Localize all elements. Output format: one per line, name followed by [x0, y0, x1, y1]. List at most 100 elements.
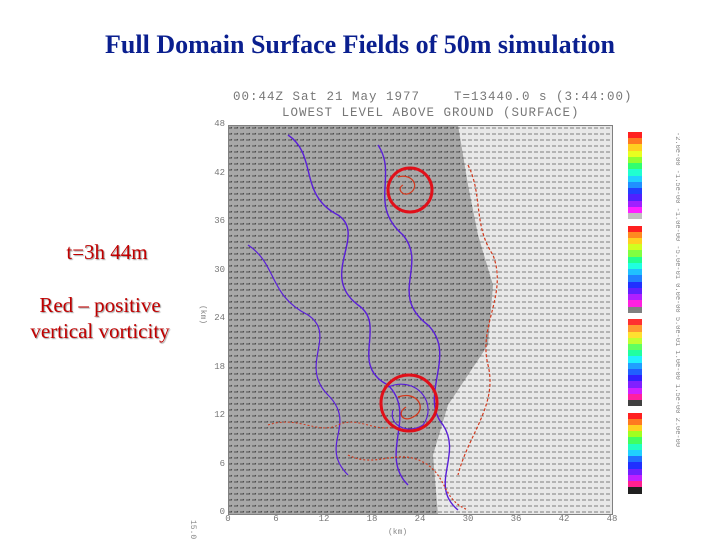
colorbar-swatch: [628, 244, 642, 251]
colorbar-swatch: [628, 474, 642, 482]
colorbar-swatch: [628, 431, 642, 438]
colorbar-swatch: [628, 449, 642, 457]
colorbar-swatch: [628, 287, 642, 295]
upper-highlight-circle: [386, 166, 434, 214]
x-tick-label: 36: [510, 514, 522, 524]
y-tick-label: 30: [214, 264, 225, 275]
colorbar-swatch: [628, 237, 642, 245]
colorbar-swatch: [628, 294, 642, 301]
outflow-region: [433, 125, 613, 515]
colorbar-swatch: [628, 468, 642, 475]
colorbar-swatch: [628, 418, 642, 426]
colorbar-swatch: [628, 319, 642, 326]
corner-label: 15.0: [188, 520, 197, 540]
colorbar-swatch: [628, 462, 642, 469]
y-tick-label: 42: [214, 167, 225, 178]
colorbar-swatch: [628, 225, 642, 232]
time-note: t=3h 44m: [66, 240, 148, 264]
colorbar-swatch: [628, 163, 642, 170]
colorbar-swatch: [628, 219, 642, 226]
colorbar-swatch: [628, 300, 642, 307]
colorbar-swatch: [628, 269, 642, 276]
colorbar-swatch: [628, 262, 642, 270]
x-axis-label: (km): [388, 528, 408, 537]
plot-header-line2: LOWEST LEVEL ABOVE GROUND (SURFACE): [282, 106, 580, 120]
vorticity-note-line2: vertical vorticity: [30, 319, 170, 343]
colorbar-swatch: [628, 231, 642, 238]
colorbar-swatch: [628, 350, 642, 357]
surface-field-svg: [228, 125, 613, 515]
colorbar-swatch: [628, 306, 642, 313]
colorbar-swatch: [628, 481, 642, 488]
colorbar-swatch: [628, 381, 642, 388]
colorbar-swatch: [628, 275, 642, 282]
contour-line-3: [247, 244, 349, 476]
colorbar-swatch: [628, 213, 642, 220]
lower-highlight-circle: [379, 373, 439, 433]
colorbar-swatch: [628, 312, 642, 320]
colorbar-swatch: [628, 132, 642, 139]
colorbar-swatch: [628, 456, 642, 463]
surface-field-plot: [228, 125, 613, 515]
colorbar-swatch: [628, 281, 642, 288]
colorbar-swatch: [628, 375, 642, 382]
colorbar-swatch: [628, 156, 642, 164]
x-tick-label: 12: [318, 514, 330, 524]
x-tick-label: 48: [606, 514, 618, 524]
colorbar-swatch: [628, 368, 642, 376]
x-tick-label: 18: [366, 514, 378, 524]
colorbar-swatch: [628, 406, 642, 413]
colorbar-swatch: [628, 188, 642, 195]
colorbar-labels: -2.0e-00 -1.5e-00 -1.0e-00 -5.0e-01 0.0e…: [673, 132, 680, 448]
y-tick-label: 36: [214, 216, 225, 226]
colorbar-swatch: [628, 150, 642, 157]
colorbar-swatch: [628, 200, 642, 207]
contour-line-2: [377, 144, 459, 511]
colorbar-swatch: [628, 206, 642, 214]
x-tick-label: 24: [414, 514, 426, 524]
colorbar-swatch: [628, 181, 642, 189]
colorbar-swatch: [628, 387, 642, 394]
colorbar: [628, 132, 642, 494]
colorbar-swatch: [628, 412, 642, 419]
y-tick-label: 24: [214, 313, 225, 323]
x-tick-label: 6: [273, 514, 279, 524]
y-tick-label: 0: [219, 507, 225, 517]
plot-header-line1: 00:44Z Sat 21 May 1977 T=13440.0 s (3:44…: [233, 90, 633, 104]
colorbar-swatch: [628, 393, 642, 401]
colorbar-swatch: [628, 194, 642, 201]
vorticity-note: Red – positive vertical vorticity: [10, 292, 190, 344]
colorbar-swatch: [628, 400, 642, 407]
colorbar-swatch: [628, 175, 642, 182]
colorbar-swatch: [628, 437, 642, 444]
y-tick-label: 12: [214, 410, 225, 420]
colorbar-swatch: [628, 356, 642, 363]
x-tick-label: 42: [558, 514, 570, 524]
colorbar-swatch: [628, 169, 642, 176]
vortex-marker-lower: [387, 383, 429, 430]
colorbar-swatch: [628, 425, 642, 432]
y-tick-label: 6: [219, 458, 225, 469]
y-axis-label: (km): [198, 305, 207, 325]
vorticity-contour-3: [267, 421, 399, 429]
y-tick-label: 18: [214, 361, 225, 372]
colorbar-swatch: [628, 337, 642, 344]
vorticity-note-line1: Red – positive: [39, 293, 161, 317]
colorbar-swatch: [628, 331, 642, 338]
colorbar-swatch: [628, 256, 642, 263]
colorbar-swatch: [628, 144, 642, 151]
colorbar-swatch: [628, 487, 642, 494]
x-tick-label: 30: [462, 514, 474, 524]
vortex-marker-upper: [397, 175, 416, 195]
colorbar-swatch: [628, 343, 642, 351]
x-tick-label: 0: [225, 514, 231, 524]
colorbar-swatch: [628, 443, 642, 450]
y-tick-label: 48: [214, 119, 225, 129]
colorbar-swatch: [628, 250, 642, 257]
colorbar-swatch: [628, 325, 642, 332]
slide-title: Full Domain Surface Fields of 50m simula…: [105, 30, 615, 59]
contour-line-1: [287, 134, 409, 486]
colorbar-swatch: [628, 362, 642, 369]
colorbar-swatch: [628, 138, 642, 145]
plot-frame: [228, 125, 613, 515]
